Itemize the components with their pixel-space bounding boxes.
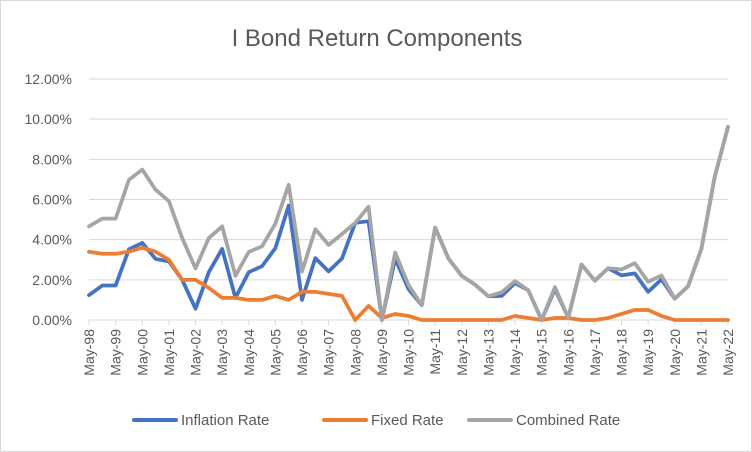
x-tick-label: May-07 — [321, 329, 337, 376]
legend: Inflation Rate Fixed Rate Combined Rate — [132, 412, 620, 429]
x-tick-label: May-98 — [81, 329, 97, 376]
x-tick-label: May-21 — [693, 329, 709, 376]
x-tick-label: May-16 — [560, 329, 576, 376]
x-tick-label: May-20 — [667, 329, 683, 376]
series-line-2 — [87, 124, 730, 322]
legend-label: Combined Rate — [516, 412, 620, 429]
chart-title: I Bond Return Components — [232, 25, 523, 52]
y-tick-label: 0.00% — [32, 312, 72, 328]
x-tick-label: May-00 — [134, 329, 150, 376]
x-tick-label: May-19 — [640, 329, 656, 376]
x-tick-label: May-99 — [108, 329, 124, 376]
x-tick-label: May-02 — [188, 329, 204, 376]
x-tick-label: May-12 — [454, 329, 470, 376]
x-tick-label: May-14 — [507, 329, 523, 376]
x-tick-label: May-18 — [614, 329, 630, 376]
x-tick-label: May-03 — [214, 329, 230, 376]
y-tick-label: 2.00% — [32, 272, 72, 288]
y-tick-label: 10.00% — [25, 111, 72, 127]
y-tick-label: 8.00% — [32, 151, 72, 167]
x-tick-label: May-08 — [347, 329, 363, 376]
x-tick-label: May-04 — [241, 329, 257, 376]
x-tick-label: May-09 — [374, 329, 390, 376]
series-lines — [87, 124, 730, 322]
legend-label: Inflation Rate — [181, 412, 269, 429]
x-tick-label: May-17 — [587, 329, 603, 376]
series-line-0 — [87, 124, 730, 322]
x-axis-ticks: May-98 May-99 May-00 May-01 May-02 May-03 May-… — [81, 320, 736, 376]
x-tick-label: May-01 — [161, 329, 177, 376]
x-tick-label: May-05 — [267, 329, 283, 376]
y-axis-ticks: 0.00% 2.00% 4.00% 6.00% 8.00% 10.00% 12.00% — [25, 71, 72, 328]
x-tick-label: May-06 — [294, 329, 310, 376]
legend-label: Fixed Rate — [371, 412, 444, 429]
y-tick-label: 4.00% — [32, 232, 72, 248]
y-tick-label: 12.00% — [25, 71, 72, 87]
x-tick-label: May-10 — [401, 329, 417, 376]
x-tick-label: May-15 — [534, 329, 550, 376]
x-tick-label: May-13 — [480, 329, 496, 376]
series-line-1 — [87, 245, 730, 322]
x-tick-label: May-11 — [427, 329, 443, 375]
x-tick-label: May-22 — [720, 329, 736, 376]
y-tick-label: 6.00% — [32, 192, 72, 208]
